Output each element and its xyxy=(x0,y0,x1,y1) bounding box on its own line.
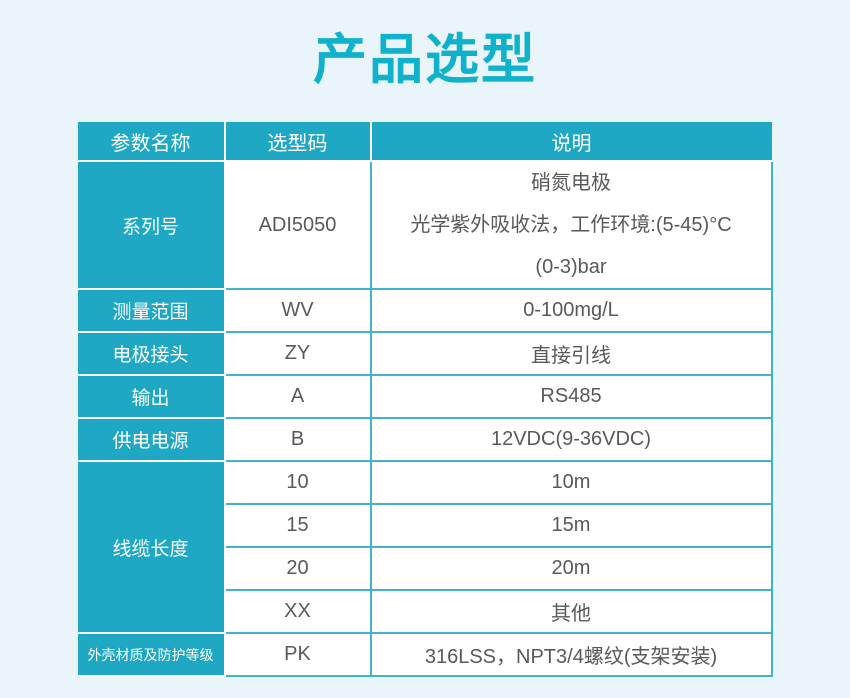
code-cell: WV xyxy=(223,288,372,333)
param-cell: 供电电源 xyxy=(77,417,226,462)
param-cell: 外壳材质及防护等级 xyxy=(77,632,226,677)
table-row-electrode-connector: 电极接头 ZY 直接引线 xyxy=(77,331,773,376)
code-cell: PK xyxy=(223,632,372,677)
desc-cell: 15m xyxy=(369,503,773,548)
table-header-row: 参数名称 选型码 说明 xyxy=(77,122,772,162)
code-cell: B xyxy=(223,417,372,462)
table-row-cable-length-10: 线缆长度 10 10m xyxy=(77,460,773,634)
desc-cell: 20m xyxy=(369,546,773,591)
code-cell: A xyxy=(223,374,372,419)
param-cell: 输出 xyxy=(77,374,226,419)
code-cell: 15 xyxy=(223,503,372,548)
code-cell: ZY xyxy=(223,331,372,376)
page-title: 产品选型 xyxy=(313,30,537,90)
desc-line: 光学紫外吸收法，工作环境:(5-45)°C xyxy=(410,214,732,236)
desc-line: (0-3)bar xyxy=(535,256,607,278)
desc-line: 硝氮电极 xyxy=(531,172,611,194)
table-row-power-supply: 供电电源 B 12VDC(9-36VDC) xyxy=(77,417,773,462)
code-cell: ADI5050 xyxy=(223,160,372,290)
param-cell: 系列号 xyxy=(77,160,226,290)
code-cell: XX xyxy=(223,589,372,634)
desc-cell: 直接引线 xyxy=(369,331,773,376)
col-header-selection-code: 选型码 xyxy=(223,122,372,162)
desc-cell: 硝氮电极 光学紫外吸收法，工作环境:(5-45)°C (0-3)bar xyxy=(369,160,773,290)
table-row-cable-length-xx: XX 其他 xyxy=(78,589,773,634)
desc-cell: 10m xyxy=(369,460,773,505)
code-cell: 10 xyxy=(223,460,372,505)
param-cell: 电极接头 xyxy=(77,331,226,376)
param-cell: 测量范围 xyxy=(77,288,226,333)
table-row-housing-material: 外壳材质及防护等级 PK 316LSS，NPT3/4螺纹(支架安装) xyxy=(77,632,773,677)
product-selection-table: 参数名称 选型码 说明 系列号 ADI5050 硝氮电极 光学紫外吸收法，工作环… xyxy=(77,122,773,677)
param-cell: 线缆长度 xyxy=(77,460,226,634)
col-header-parameter-name: 参数名称 xyxy=(77,122,226,162)
desc-cell: 12VDC(9-36VDC) xyxy=(369,417,773,462)
table-row-cable-length-15: 15 15m xyxy=(78,503,773,548)
table-row-cable-length-20: 20 20m xyxy=(78,546,773,591)
desc-cell: 0-100mg/L xyxy=(369,288,773,333)
desc-cell: 其他 xyxy=(369,589,773,634)
code-cell: 20 xyxy=(223,546,372,591)
table-row-series: 系列号 ADI5050 硝氮电极 光学紫外吸收法，工作环境:(5-45)°C (… xyxy=(77,160,773,290)
desc-cell: 316LSS，NPT3/4螺纹(支架安装) xyxy=(369,632,773,677)
table-row-measure-range: 测量范围 WV 0-100mg/L xyxy=(77,288,773,333)
desc-cell: RS485 xyxy=(369,374,773,419)
col-header-description: 说明 xyxy=(369,122,772,162)
table-row-output: 输出 A RS485 xyxy=(77,374,773,419)
